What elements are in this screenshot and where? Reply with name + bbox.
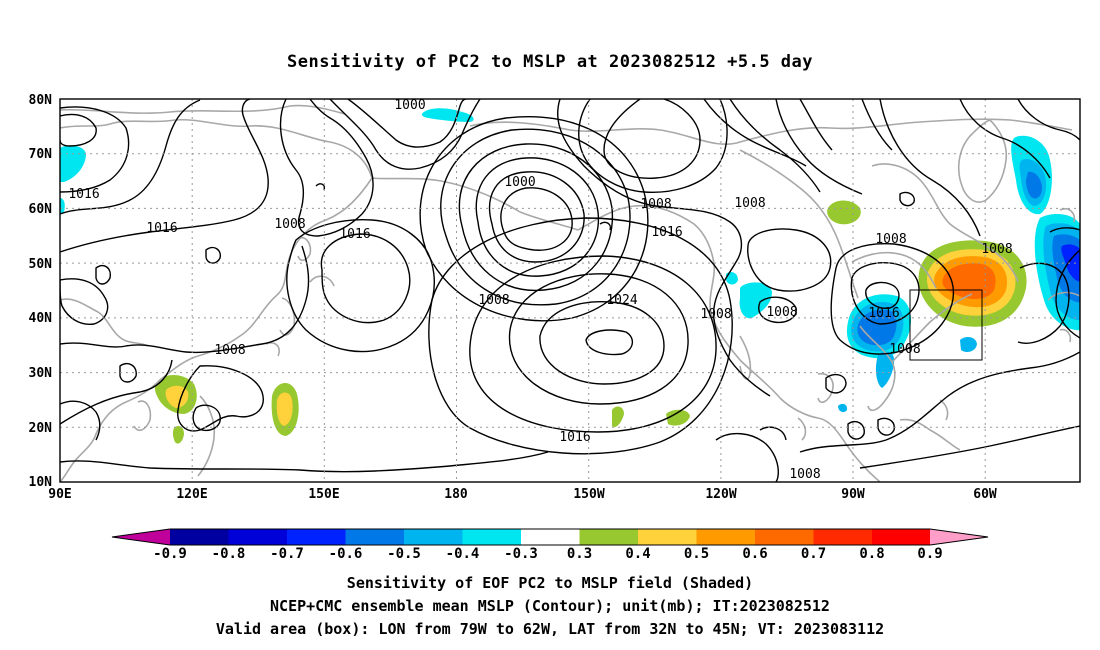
- colorbar-max-arrow: [930, 529, 988, 545]
- lat-tick-label: 30N: [29, 366, 53, 381]
- colorbar-segment: [404, 529, 463, 545]
- colorbar-segment: [755, 529, 814, 545]
- contour-label: 1008: [734, 196, 765, 211]
- colorbar-tick-label: -0.4: [446, 546, 480, 562]
- footer-line-2: NCEP+CMC ensemble mean MSLP (Contour); u…: [270, 597, 830, 615]
- sensitivity-patch: [60, 145, 86, 182]
- colorbar-outline: [111, 528, 989, 546]
- contour-label: 1016: [559, 430, 590, 445]
- valid-area-box: [909, 289, 983, 361]
- lon-axis: 90E 120E 150E 180 150W 120W 90W 60W: [48, 487, 997, 502]
- colorbar-tick-label: -0.6: [329, 546, 363, 562]
- lon-tick-label: 120W: [705, 487, 736, 502]
- sensitivity-patch: [1011, 135, 1052, 215]
- graticule: [60, 99, 1080, 482]
- sensitivity-patch: [60, 198, 65, 214]
- footer-line-1: Sensitivity of EOF PC2 to MSLP field (Sh…: [347, 574, 753, 592]
- contour-labels: 1000 1016 1016 1008 1016 1000 1008 1008 …: [68, 98, 1012, 482]
- colorbar-tick-label: -0.5: [387, 546, 421, 562]
- contour-label: 1008: [478, 293, 509, 308]
- lon-tick-label: 180: [444, 487, 468, 502]
- lon-tick-label: 90E: [48, 487, 71, 502]
- colorbar-segment: [170, 529, 229, 545]
- colorbar-tick-label: -0.3: [504, 546, 538, 562]
- contour-label: 1008: [889, 342, 920, 357]
- lat-tick-label: 50N: [29, 257, 53, 272]
- colorbar-tick-label: -0.7: [270, 546, 304, 562]
- lon-tick-label: 150W: [573, 487, 604, 502]
- colorbar-segment: [813, 529, 872, 545]
- mslp-contours: [60, 99, 1080, 482]
- lat-tick-label: 20N: [29, 421, 53, 436]
- lat-tick-label: 40N: [29, 311, 53, 326]
- contour-label: 1024: [606, 293, 637, 308]
- colorbar-min-arrow: [112, 529, 170, 545]
- colorbar-tick-label: 0.8: [859, 546, 884, 562]
- colorbar-segment: [521, 529, 580, 545]
- contour-label: 1008: [981, 242, 1012, 257]
- lon-tick-label: 60W: [973, 487, 997, 502]
- map-frame: [59, 98, 1081, 483]
- contour-label: 1008: [875, 232, 906, 247]
- colorbar-tick-label: -0.8: [212, 546, 246, 562]
- colorbar-segment: [696, 529, 755, 545]
- contour-label: 1000: [504, 175, 535, 190]
- lat-tick-label: 70N: [29, 147, 53, 162]
- contour-label: 1000: [394, 98, 425, 113]
- map-plot-area: 1000 1016 1016 1008 1016 1000 1008 1008 …: [60, 98, 1080, 482]
- contour-label: 1016: [339, 227, 370, 242]
- sensitivity-patch: [271, 382, 299, 436]
- map-title: Sensitivity of PC2 to MSLP at 2023082512…: [287, 52, 813, 72]
- colorbar-segment: [638, 529, 697, 545]
- lon-tick-label: 90W: [841, 487, 865, 502]
- colorbar-tick-label: 0.6: [742, 546, 767, 562]
- contour-label: 1016: [868, 306, 899, 321]
- lat-axis: 80N 70N 60N 50N 40N 30N 20N 10N: [29, 93, 53, 490]
- colorbar-segment: [462, 529, 521, 545]
- lon-tick-label: 150E: [308, 487, 339, 502]
- sensitivity-patch: [421, 108, 474, 122]
- colorbar-tick-label: 0.9: [917, 546, 942, 562]
- contour-label: 1008: [214, 343, 245, 358]
- sensitivity-shading: [60, 108, 1080, 444]
- colorbar: -0.9 -0.8 -0.7 -0.6 -0.5 -0.4 -0.3 0.3 0…: [111, 528, 989, 562]
- colorbar-tick-label: -0.9: [153, 546, 187, 562]
- contour-label: 1008: [700, 307, 731, 322]
- lon-tick-label: 120E: [176, 487, 207, 502]
- colorbar-segment: [287, 529, 346, 545]
- lat-tick-label: 10N: [29, 475, 53, 490]
- sensitivity-patch: [918, 240, 1027, 327]
- coastlines: [60, 104, 1080, 482]
- sensitivity-patch: [1034, 214, 1080, 331]
- colorbar-tick-label: 0.5: [684, 546, 709, 562]
- sensitivity-patch: [827, 200, 861, 225]
- lat-tick-label: 80N: [29, 93, 53, 108]
- contour-label: 1008: [789, 467, 820, 482]
- sensitivity-patch: [612, 406, 624, 428]
- contour-label: 1016: [68, 187, 99, 202]
- colorbar-tick-label: 0.4: [625, 546, 650, 562]
- colorbar-segment: [345, 529, 404, 545]
- contour-label: 1016: [651, 225, 682, 240]
- colorbar-tick-label: 0.3: [567, 546, 592, 562]
- contour-label: 1008: [274, 217, 305, 232]
- footer-line-3: Valid area (box): LON from 79W to 62W, L…: [216, 620, 884, 638]
- sensitivity-patch: [726, 272, 738, 285]
- colorbar-segment: [872, 529, 930, 545]
- colorbar-segment: [228, 529, 287, 545]
- contour-label: 1008: [766, 305, 797, 320]
- contour-label: 1016: [146, 221, 177, 236]
- colorbar-segment: [579, 529, 638, 545]
- lat-tick-label: 60N: [29, 202, 53, 217]
- contour-label: 1008: [640, 197, 671, 212]
- sensitivity-patch: [739, 282, 772, 319]
- colorbar-tick-label: 0.7: [801, 546, 826, 562]
- sensitivity-patch: [666, 409, 690, 426]
